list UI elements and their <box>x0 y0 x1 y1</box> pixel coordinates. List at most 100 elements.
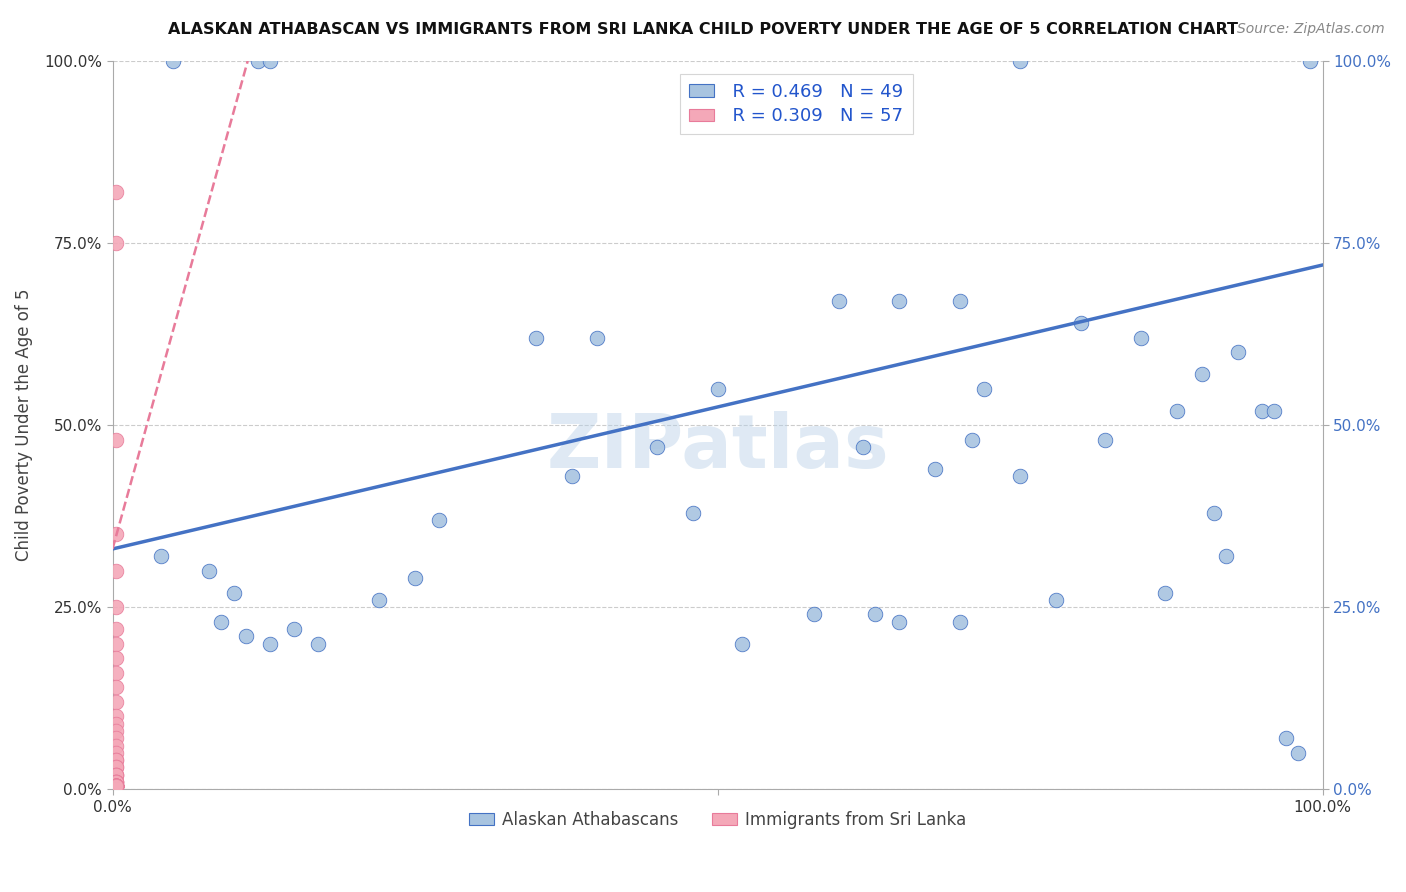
Point <box>105 779 128 793</box>
Point <box>105 681 128 695</box>
Point <box>283 622 305 636</box>
Point <box>948 615 970 629</box>
Point <box>1251 403 1274 417</box>
Point <box>105 767 128 781</box>
Point <box>803 607 825 622</box>
Point <box>105 767 128 781</box>
Point <box>367 593 389 607</box>
Point <box>1045 593 1067 607</box>
Y-axis label: Child Poverty Under the Age of 5: Child Poverty Under the Age of 5 <box>15 289 32 561</box>
Point <box>105 775 128 789</box>
Point <box>561 469 583 483</box>
Point <box>105 779 128 793</box>
Point <box>307 637 329 651</box>
Point <box>105 779 128 793</box>
Point <box>1010 469 1032 483</box>
Point <box>105 779 128 793</box>
Point <box>1130 331 1153 345</box>
Point <box>149 549 172 564</box>
Point <box>105 527 128 541</box>
Point <box>105 564 128 578</box>
Point <box>863 607 886 622</box>
Point <box>948 294 970 309</box>
Point <box>105 779 128 793</box>
Point <box>105 731 128 746</box>
Point <box>887 294 910 309</box>
Point <box>222 585 245 599</box>
Point <box>105 779 128 793</box>
Text: Source: ZipAtlas.com: Source: ZipAtlas.com <box>1237 22 1385 37</box>
Point <box>924 462 946 476</box>
Point <box>827 294 849 309</box>
Legend: Alaskan Athabascans, Immigrants from Sri Lanka: Alaskan Athabascans, Immigrants from Sri… <box>463 805 973 836</box>
Point <box>105 779 128 793</box>
Point <box>1070 316 1092 330</box>
Point <box>105 779 128 793</box>
Point <box>585 331 607 345</box>
Point <box>209 615 232 629</box>
Point <box>162 54 184 69</box>
Point <box>105 753 128 767</box>
Point <box>404 571 426 585</box>
Point <box>105 779 128 793</box>
Point <box>105 716 128 731</box>
Point <box>259 54 281 69</box>
Point <box>105 779 128 793</box>
Point <box>105 775 128 789</box>
Point <box>198 564 221 578</box>
Point <box>524 331 547 345</box>
Point <box>105 651 128 665</box>
Point <box>105 779 128 793</box>
Point <box>1010 54 1032 69</box>
Point <box>105 760 128 774</box>
Point <box>105 600 128 615</box>
Point <box>1286 746 1309 760</box>
Point <box>105 779 128 793</box>
Point <box>105 760 128 774</box>
Point <box>105 779 128 793</box>
Point <box>105 779 128 793</box>
Point <box>973 382 995 396</box>
Point <box>105 695 128 709</box>
Text: ZIPatlas: ZIPatlas <box>547 410 889 483</box>
Point <box>105 779 128 793</box>
Point <box>1191 368 1213 382</box>
Point <box>706 382 728 396</box>
Point <box>259 637 281 651</box>
Point <box>105 185 128 199</box>
Point <box>105 753 128 767</box>
Point <box>105 779 128 793</box>
Point <box>105 779 128 793</box>
Point <box>852 440 875 454</box>
Point <box>105 637 128 651</box>
Point <box>1166 403 1188 417</box>
Point <box>105 779 128 793</box>
Point <box>105 779 128 793</box>
Point <box>1154 585 1177 599</box>
Text: ALASKAN ATHABASCAN VS IMMIGRANTS FROM SRI LANKA CHILD POVERTY UNDER THE AGE OF 5: ALASKAN ATHABASCAN VS IMMIGRANTS FROM SR… <box>167 22 1239 37</box>
Point <box>731 637 754 651</box>
Point <box>246 54 269 69</box>
Point <box>1094 433 1116 447</box>
Point <box>105 779 128 793</box>
Point <box>645 440 668 454</box>
Point <box>1202 506 1225 520</box>
Point <box>105 779 128 793</box>
Point <box>1215 549 1237 564</box>
Point <box>105 739 128 753</box>
Point <box>105 622 128 636</box>
Point <box>1263 403 1285 417</box>
Point <box>887 615 910 629</box>
Point <box>105 779 128 793</box>
Point <box>105 779 128 793</box>
Point <box>105 779 128 793</box>
Point <box>105 746 128 760</box>
Point <box>105 723 128 738</box>
Point <box>427 513 450 527</box>
Point <box>235 629 257 643</box>
Point <box>1226 345 1249 359</box>
Point <box>105 779 128 793</box>
Point <box>1275 731 1298 746</box>
Point <box>105 775 128 789</box>
Point <box>682 506 704 520</box>
